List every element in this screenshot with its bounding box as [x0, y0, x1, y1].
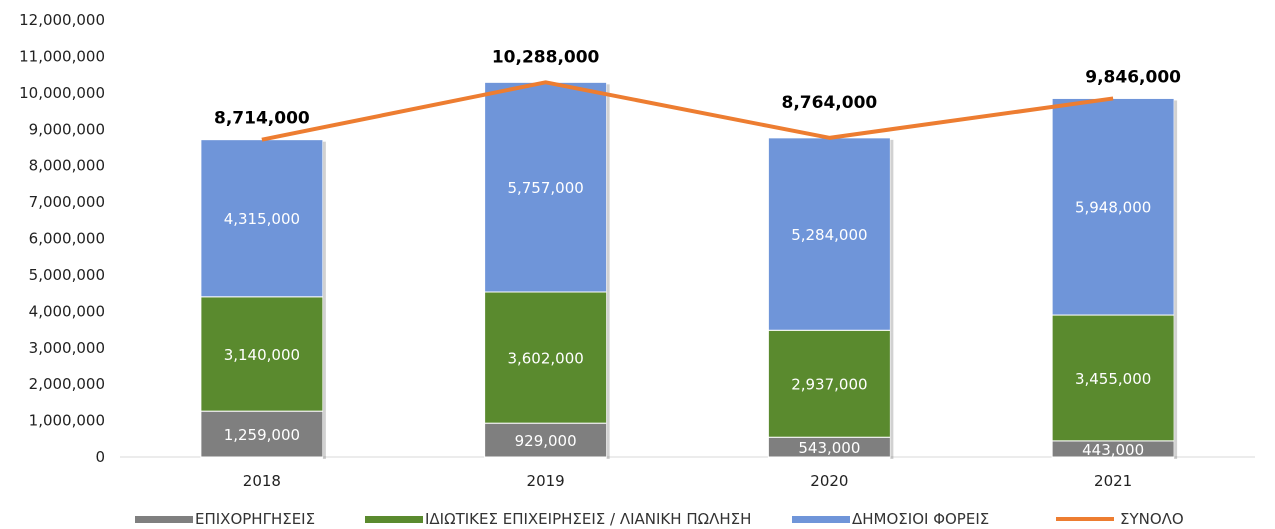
y-tick-label: 3,000,000 [29, 339, 105, 357]
bar-segment-public [484, 81, 608, 293]
bar-segment-grants-label: 443,000 [1082, 441, 1144, 459]
total-label: 8,714,000 [214, 109, 310, 129]
bar-segment-private-shadow [1174, 317, 1178, 443]
bar-segment-public-label: 5,284,000 [791, 226, 867, 244]
y-tick-label: 5,000,000 [29, 266, 105, 284]
legend-label-total: ΣΥΝΟΛΟ [1120, 510, 1184, 528]
legend-swatch-grants [135, 515, 193, 523]
y-tick-label: 10,000,000 [19, 84, 105, 102]
bar-segment-public-shadow [322, 141, 326, 299]
y-tick-label: 9,000,000 [29, 120, 105, 138]
legend-swatch-private [365, 515, 423, 523]
stacked-bar-chart: 0 1,000,000 2,000,000 3,000,000 4,000,000 5,0… [19, 11, 1255, 490]
bar-segment-private-label: 3,602,000 [507, 350, 583, 368]
legend-label-private: ΙΔΙΩΤΙΚΕΣ ΕΠΙΧΕΙΡΗΣΕΙΣ / ΛΙΑΝΙΚΗ ΠΩΛΗΣΗ [425, 510, 752, 528]
bar-segment-grants-label: 543,000 [798, 439, 860, 457]
bar-segment-public [200, 139, 324, 298]
bar-segment-private [484, 291, 608, 424]
legend-item-public: ΔΗΜΟΣΙΟΙ ΦΟΡΕΙΣ [792, 510, 989, 528]
legend-swatch-public [792, 515, 850, 523]
legend-item-total: ΣΥΝΟΛΟ [1056, 510, 1184, 528]
legend-label-grants: ΕΠΙΧΟΡΗΓΗΣΕΙΣ [195, 510, 316, 528]
bar-segment-grants-label: 1,259,000 [224, 426, 300, 444]
bar-segment-public-label: 5,757,000 [507, 179, 583, 197]
y-tick-label: 1,000,000 [29, 412, 105, 430]
bar-segment-public-shadow [1174, 100, 1178, 318]
bar-segment-public-label: 4,315,000 [224, 210, 300, 228]
bar-segment-private-label: 2,937,000 [791, 376, 867, 394]
bar-segment-grants-shadow [1174, 442, 1178, 459]
bar-segment-public [767, 137, 891, 331]
legend-label-public: ΔΗΜΟΣΙΟΙ ΦΟΡΕΙΣ [852, 510, 990, 528]
bar-segment-grants-shadow [890, 439, 894, 459]
bar-segment-grants [484, 422, 608, 458]
total-line [261, 80, 1114, 142]
legend-line-total [1056, 517, 1114, 521]
y-tick-label: 11,000,000 [19, 47, 105, 65]
y-tick-label: 7,000,000 [29, 193, 105, 211]
bar-segment-grants-shadow [606, 425, 610, 459]
legend-item-private: ΙΔΙΩΤΙΚΕΣ ΕΠΙΧΕΙΡΗΣΕΙΣ / ΛΙΑΝΙΚΗ ΠΩΛΗΣΗ [365, 510, 751, 528]
x-tick-label: 2019 [527, 472, 565, 490]
bar-segment-private-shadow [606, 293, 610, 426]
bar-segment-grants [200, 410, 324, 458]
y-tick-label: 2,000,000 [29, 375, 105, 393]
bar-segment-grants-shadow [322, 413, 326, 459]
total-label: 8,764,000 [782, 93, 878, 113]
bar-segment-public [1051, 97, 1175, 316]
bar-segment-public-shadow [606, 84, 610, 294]
bar-segment-private-label: 3,455,000 [1075, 370, 1151, 388]
bar-segment-public-label: 5,948,000 [1075, 199, 1151, 217]
bar-segment-private [200, 296, 324, 412]
y-tick-label: 4,000,000 [29, 302, 105, 320]
bar-segment-private [767, 329, 891, 438]
legend: ΕΠΙΧΟΡΗΓΗΣΕΙΣ ΙΔΙΩΤΙΚΕΣ ΕΠΙΧΕΙΡΗΣΕΙΣ / Λ… [0, 510, 1275, 529]
y-tick-label: 0 [95, 448, 105, 466]
bar-segment-private-shadow [890, 332, 894, 440]
x-tick-label: 2018 [243, 472, 281, 490]
x-tick-label: 2020 [810, 472, 848, 490]
bar-segment-private [1051, 314, 1175, 442]
x-tick-label: 2021 [1094, 472, 1132, 490]
y-tick-label: 6,000,000 [29, 230, 105, 248]
bar-segment-public-shadow [890, 139, 894, 333]
bar-segment-private-label: 3,140,000 [224, 346, 300, 364]
total-label: 10,288,000 [492, 47, 600, 67]
bar-segment-grants-label: 929,000 [515, 432, 577, 450]
y-tick-label: 12,000,000 [19, 11, 105, 29]
total-label: 9,846,000 [1085, 67, 1181, 87]
bar-segment-private-shadow [322, 298, 326, 414]
legend-item-grants: ΕΠΙΧΟΡΗΓΗΣΕΙΣ [135, 510, 315, 528]
y-tick-label: 8,000,000 [29, 157, 105, 175]
